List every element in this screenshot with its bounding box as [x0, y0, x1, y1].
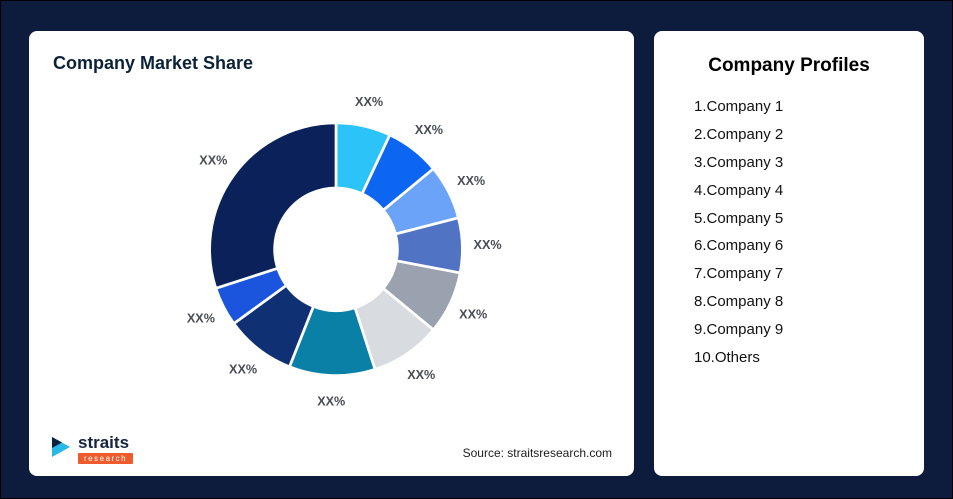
profiles-list: 1.Company 1 2.Company 2 3.Company 3 4.Compa…	[680, 93, 898, 372]
source-text: Source: straitsresearch.com	[462, 446, 612, 460]
profiles-title: Company Profiles	[708, 55, 870, 76]
logo-text: straits	[78, 433, 130, 452]
market-share-card: Company Market Share XX% XX% XX% XX% XX% XX% X…	[29, 31, 634, 476]
profile-list-item: 4.Company 4	[694, 181, 784, 199]
straits-logo-icon	[52, 437, 70, 457]
logo-subtext: research	[78, 453, 134, 464]
profile-list-item: 1.Company 1	[694, 98, 784, 115]
profile-list-item: 2.Company 2	[694, 125, 784, 143]
slice-label: XX%	[355, 95, 383, 109]
profile-list-item: 3.Company 3	[694, 153, 784, 171]
profile-list-item: 7.Company 7	[694, 265, 784, 283]
slice-label: XX%	[474, 238, 502, 252]
donut-chart: XX% XX% XX% XX% XX% XX% XX% XX% XX% XX%	[187, 95, 502, 409]
slice-label: XX%	[407, 368, 435, 382]
slice-label: XX%	[415, 123, 443, 137]
slice-label: XX%	[229, 363, 257, 377]
donut-segment	[208, 121, 338, 291]
slice-label: XX%	[459, 307, 487, 321]
slice-label: XX%	[317, 394, 345, 408]
company-profiles-card: Company Profiles 1.Company 1 2.Company 2 3…	[654, 31, 924, 476]
straits-logo: straits research	[51, 433, 134, 464]
profile-list-item: 10.Others	[694, 349, 760, 367]
profile-list-item: 9.Company 9	[694, 321, 784, 339]
slice-label: XX%	[199, 154, 227, 168]
slice-label: XX%	[187, 312, 215, 326]
profile-list-item: 6.Company 6	[694, 237, 784, 255]
profile-list-item: 8.Company 8	[694, 293, 784, 311]
profile-list-item: 5.Company 5	[694, 209, 784, 227]
slice-label: XX%	[457, 174, 485, 188]
chart-title: Company Market Share	[53, 53, 254, 73]
